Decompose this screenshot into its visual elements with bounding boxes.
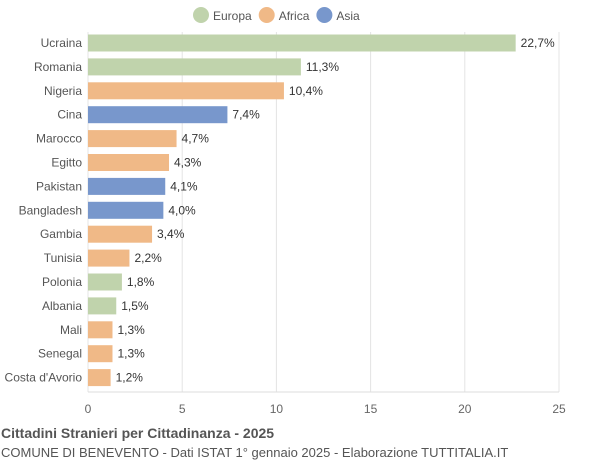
bar [88,225,153,243]
legend-label: Asia [336,9,360,23]
category-label: Albania [42,299,82,313]
legend-label: Europa [213,9,252,23]
chart-title: Cittadini Stranieri per Cittadinanza - 2… [1,425,275,441]
bar [88,369,111,387]
data-label: 1,8% [127,275,155,289]
legend-marker [193,7,209,23]
legend-marker [316,7,333,23]
category-label: Polonia [42,275,82,289]
bar [88,273,122,291]
data-label: 3,4% [157,227,185,241]
x-tick-label: 10 [270,402,284,416]
category-label: Ucraina [41,36,83,50]
data-label: 10,4% [289,84,323,98]
data-label: 4,1% [170,179,198,193]
category-label: Cina [57,108,82,122]
bar [88,82,284,100]
bar [88,106,228,124]
data-label: 1,3% [117,347,145,361]
bar [88,34,516,52]
x-tick-label: 25 [552,402,566,416]
data-label: 1,3% [117,323,145,337]
category-label: Nigeria [44,84,82,98]
x-tick-label: 5 [179,402,186,416]
bar [88,297,117,315]
bar [88,58,301,76]
category-label: Bangladesh [19,203,82,217]
legend-marker [258,7,275,23]
data-label: 1,5% [121,299,149,313]
data-label: 1,2% [116,371,144,385]
bar [88,321,113,339]
category-label: Egitto [51,156,82,170]
data-label: 4,7% [182,132,210,146]
data-label: 2,2% [134,251,162,265]
category-label: Tunisia [44,251,83,265]
x-tick-label: 0 [85,402,92,416]
x-tick-label: 15 [364,402,378,416]
data-label: 4,3% [174,156,202,170]
data-label: 11,3% [306,60,339,74]
category-label: Mali [60,323,82,337]
x-tick-label: 20 [458,402,472,416]
bar [88,130,177,148]
category-label: Marocco [36,132,82,146]
category-label: Pakistan [36,179,82,193]
category-label: Romania [34,60,82,74]
data-label: 7,4% [232,108,260,122]
data-label: 4,0% [168,203,196,217]
category-label: Senegal [38,347,82,361]
category-label: Costa d'Avorio [5,371,83,385]
bar [88,154,170,171]
category-label: Gambia [40,227,82,241]
chart-subtitle: COMUNE DI BENEVENTO - Dati ISTAT 1° genn… [1,445,509,460]
bar [88,201,164,219]
bar [88,345,113,363]
legend-label: Africa [279,9,310,23]
data-label: 22,7% [521,36,555,50]
bar [88,249,130,267]
bar [88,177,166,195]
